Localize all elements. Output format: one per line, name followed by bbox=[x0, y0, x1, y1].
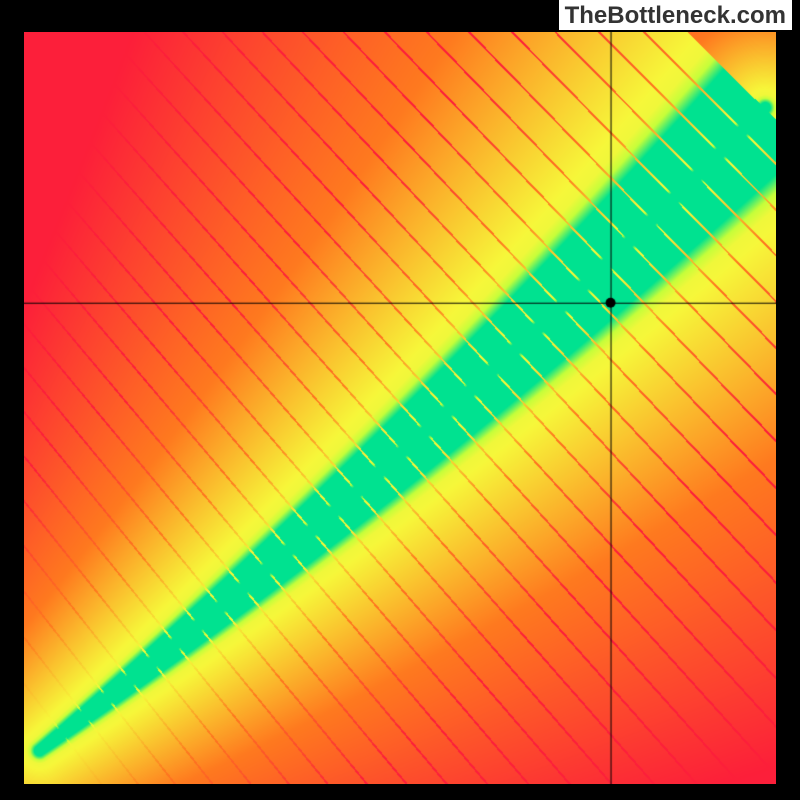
chart-frame bbox=[24, 32, 776, 784]
bottleneck-heatmap bbox=[24, 32, 776, 784]
watermark-text: TheBottleneck.com bbox=[559, 0, 792, 30]
